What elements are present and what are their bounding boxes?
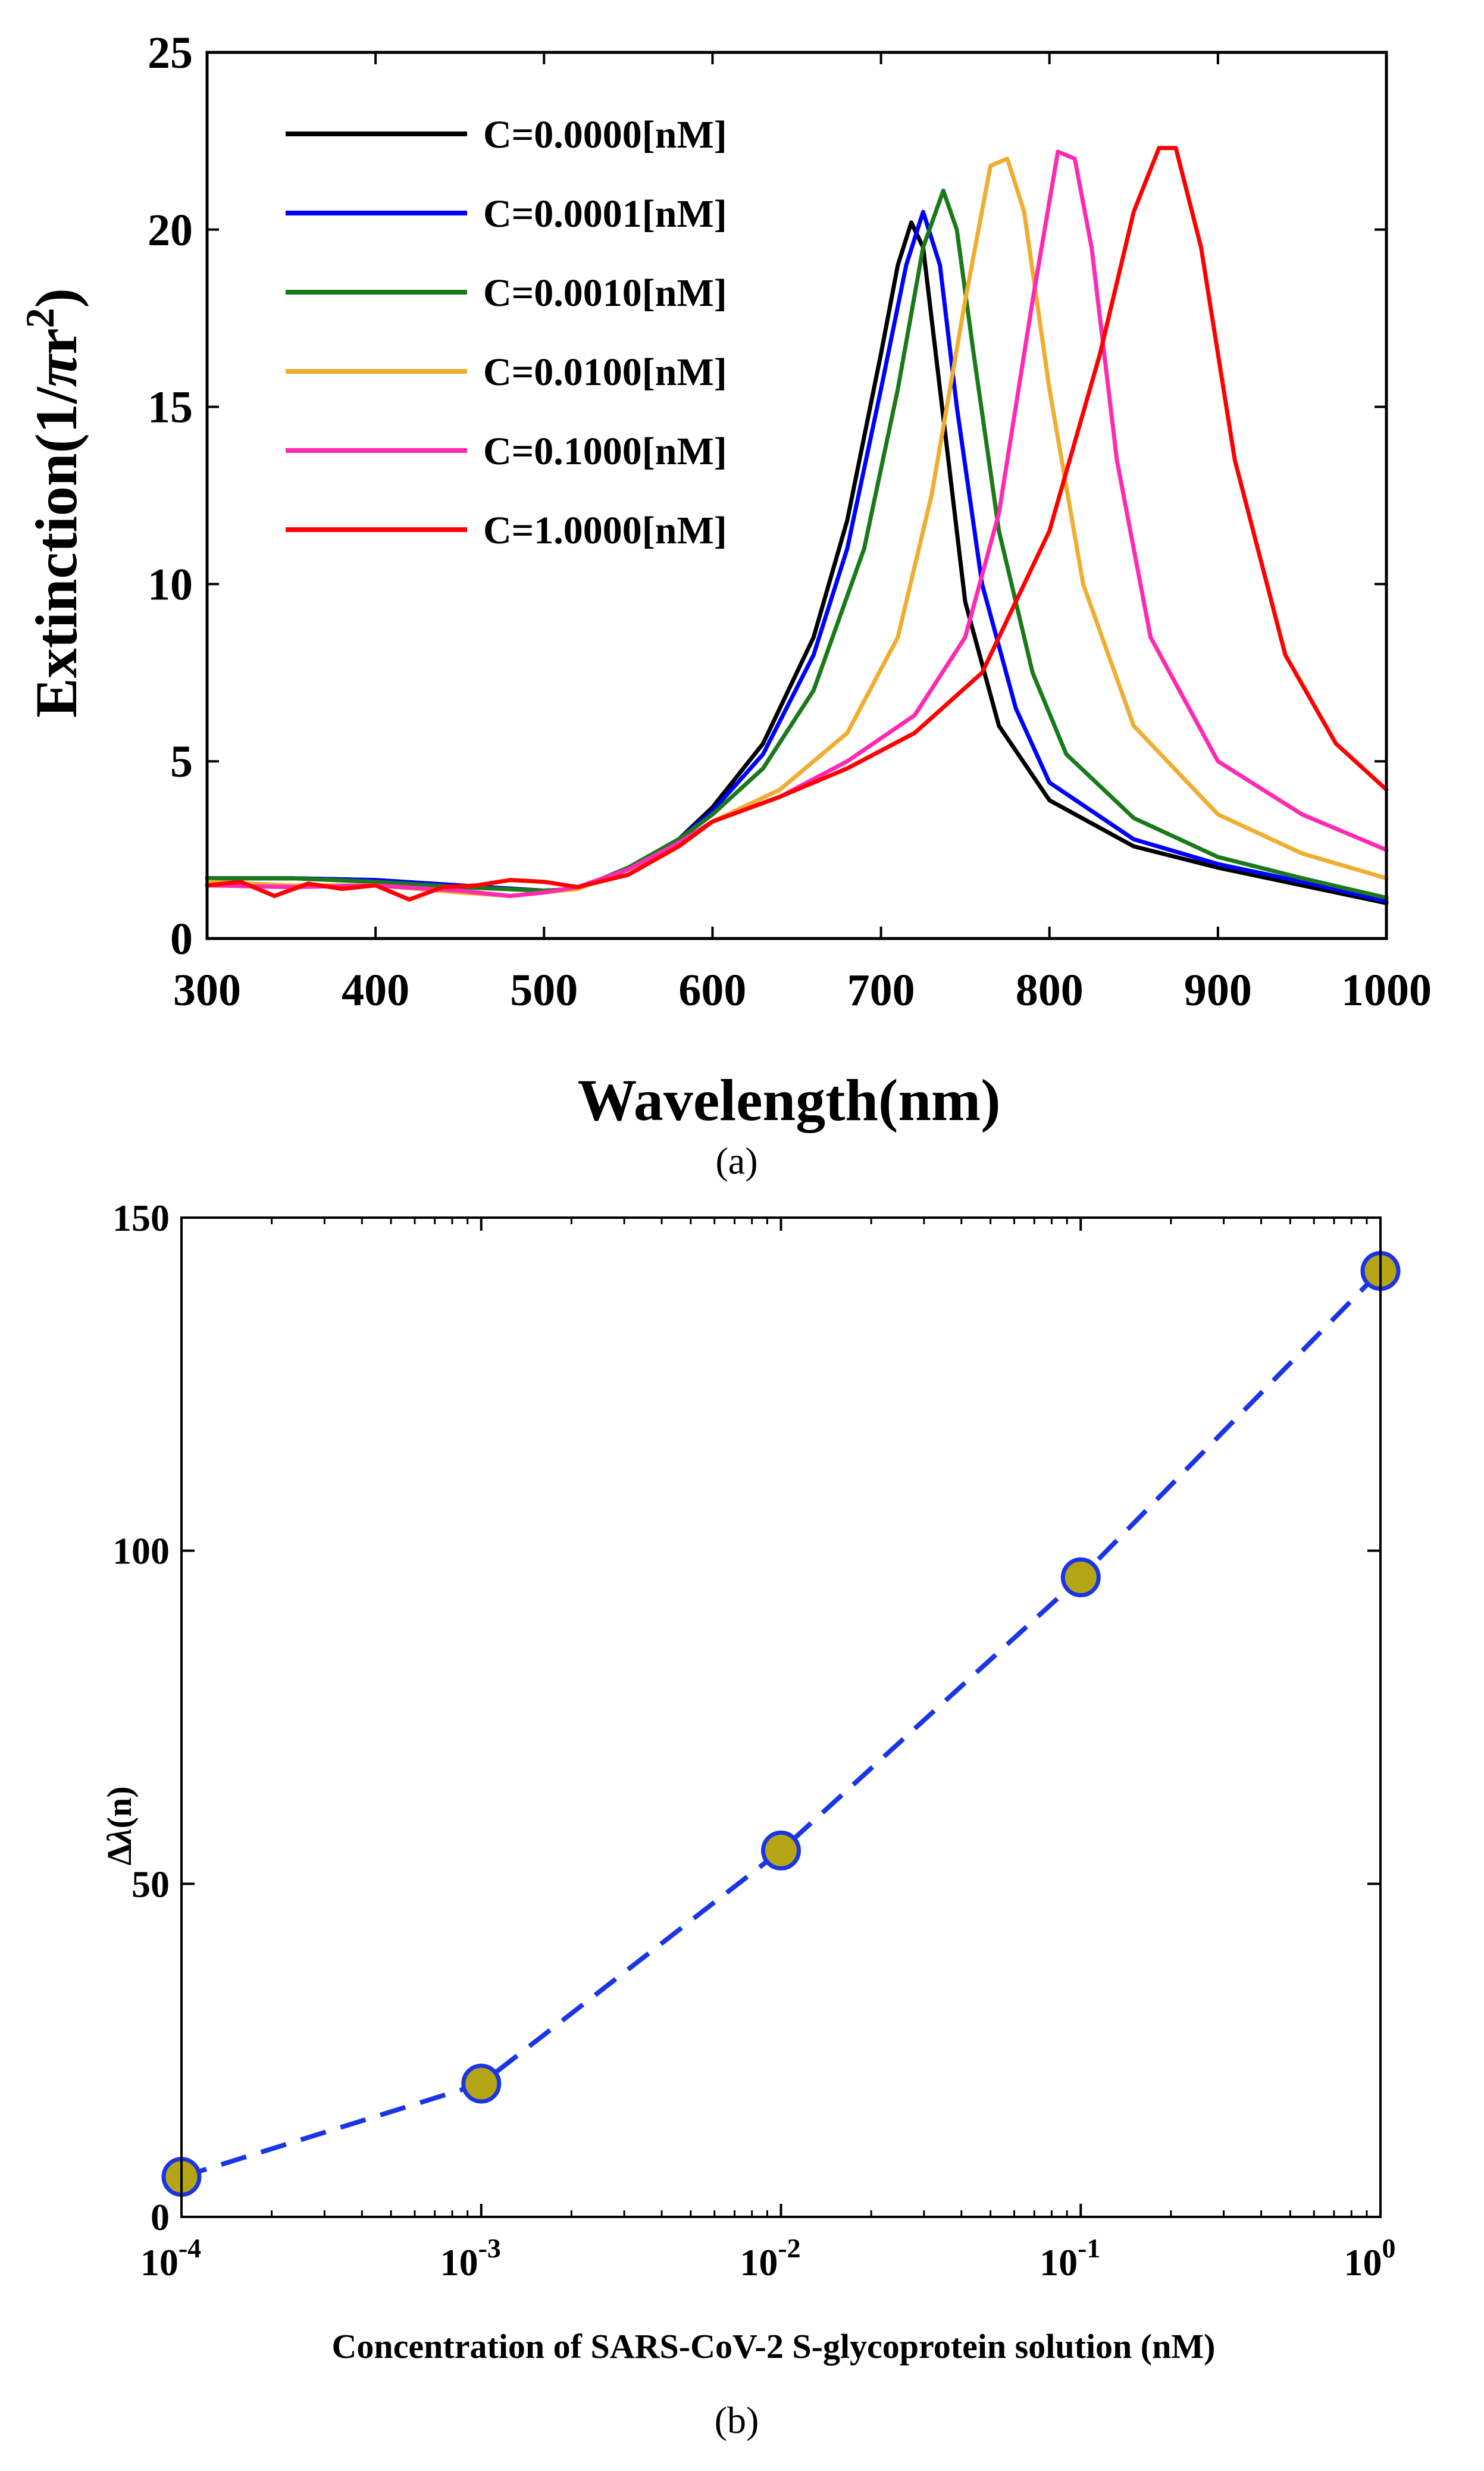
panel-b-y-tick-label: 50 [132, 1863, 170, 1905]
panel-a-x-tick-label: 500 [510, 965, 578, 1015]
panel-b-x-tick-exponent: -3 [478, 2233, 501, 2263]
panel-b-x-tick-label: 10-2 [740, 2233, 800, 2284]
panel-a-ticks: 300 400 500 600 700 800 900 1000 0 5 10 15 20 25 [148, 28, 1432, 1015]
panel-b-y-tick-label: 150 [112, 1197, 170, 1239]
panel-b-x-tick-label: 10-3 [440, 2233, 501, 2284]
panel-b-x-tick-label: 10-4 [140, 2233, 201, 2284]
panel-b-x-axis-title: Concentration of SARS-CoV-2 S-glycoprote… [332, 2327, 1216, 2366]
panel-a-legend-label: C=0.0001[nM] [483, 192, 727, 236]
panel-a-y-tick-label: 10 [148, 559, 193, 609]
panel-a-y-axis-title: Extinction(1/πr2) [17, 288, 89, 718]
panel-b-x-tick-exponent: -4 [179, 2233, 201, 2263]
panel-a-y-tick-label: 20 [148, 205, 193, 255]
panel-a-series-line-c-1-0000-nm [205, 146, 1389, 902]
panel-a-line-chart: 300 400 500 600 700 800 900 1000 0 5 10 15 20 25 C=0.… [17, 28, 1432, 1182]
panel-a-legend: C=0.0000[nM] C=0.0001[nM] C=0.0010[nM] C=0.… [286, 113, 727, 552]
panel-b-y-tick-label: 100 [112, 1530, 170, 1572]
panel-b-x-tick-exponent: -1 [1078, 2233, 1100, 2263]
panel-a-legend-label: C=1.0000[nM] [483, 509, 727, 552]
panel-b-x-tick-label: 100 [1344, 2233, 1396, 2284]
panel-a-x-tick-label: 600 [678, 965, 746, 1015]
panel-b-data-point [761, 1830, 801, 1871]
panel-b-y-title-lambda: λ [100, 1828, 139, 1845]
panel-a-series-line-c-0-1000-nm [205, 149, 1389, 898]
panel-a-x-tick-label: 300 [173, 965, 241, 1015]
panel-a-legend-label: C=0.0010[nM] [483, 271, 727, 315]
panel-a-y-title-exponent: 2 [17, 308, 62, 328]
panel-b-x-tick-base: 10 [1344, 2241, 1382, 2284]
panel-a-y-title-r: r [23, 328, 89, 354]
panel-b-y-axis-title: Δλ(n) [100, 1786, 139, 1865]
panel-a-x-tick-label: 900 [1184, 965, 1252, 1015]
panel-a-x-tick-label: 700 [847, 965, 915, 1015]
panel-b-y-title-delta: Δ [100, 1844, 139, 1865]
panel-a-series-line-c-0-0010-nm [205, 188, 1389, 900]
panel-a-x-axis-title: Wavelength(nm) [577, 1067, 1000, 1133]
panel-b-x-tick-exponent: -2 [778, 2233, 800, 2263]
panel-b-data-point [461, 2063, 502, 2104]
panel-a-legend-label: C=0.0000[nM] [483, 113, 727, 157]
panel-a-legend-label: C=0.1000[nM] [483, 430, 727, 473]
panel-a-label: (a) [715, 1140, 757, 1182]
panel-b-y-tick-label: 0 [151, 2196, 170, 2238]
panel-b-x-tick-base: 10 [1040, 2241, 1078, 2284]
panel-b-x-tick-base: 10 [140, 2241, 179, 2284]
panel-a-axes-frame [205, 51, 1388, 940]
panel-b-y-title-unit: (n) [100, 1786, 139, 1828]
panel-a-x-tick-label: 1000 [1341, 965, 1432, 1015]
panel-a-legend-label: C=0.0100[nM] [483, 351, 727, 394]
panel-a-y-tick-label: 0 [170, 914, 193, 964]
panel-a-y-title-prefix: Extinction(1/ [23, 386, 89, 718]
panel-a-y-tick-label: 15 [148, 383, 193, 433]
panel-a-x-tick-label: 400 [342, 965, 409, 1015]
panel-a-series-group [205, 146, 1389, 905]
panel-a-y-title-pi: π [23, 353, 89, 387]
panel-b-x-tick-base: 10 [440, 2241, 478, 2284]
panel-a-y-tick-label: 25 [148, 28, 193, 78]
panel-b-x-tick-label: 10-1 [1040, 2233, 1100, 2284]
panel-b-x-tick-base: 10 [740, 2241, 778, 2284]
panel-b-dashed-line [180, 1269, 1382, 2179]
panel-b-label: (b) [715, 2399, 759, 2441]
panel-b-series-group [161, 1251, 1401, 2197]
panel-a-x-tick-label: 800 [1016, 965, 1084, 1015]
panel-b-x-tick-exponent: 0 [1382, 2233, 1396, 2263]
panel-b-data-point [1060, 1557, 1101, 1597]
panel-a-y-tick-label: 5 [170, 737, 193, 787]
panel-a-y-title-suffix: ) [23, 288, 89, 308]
